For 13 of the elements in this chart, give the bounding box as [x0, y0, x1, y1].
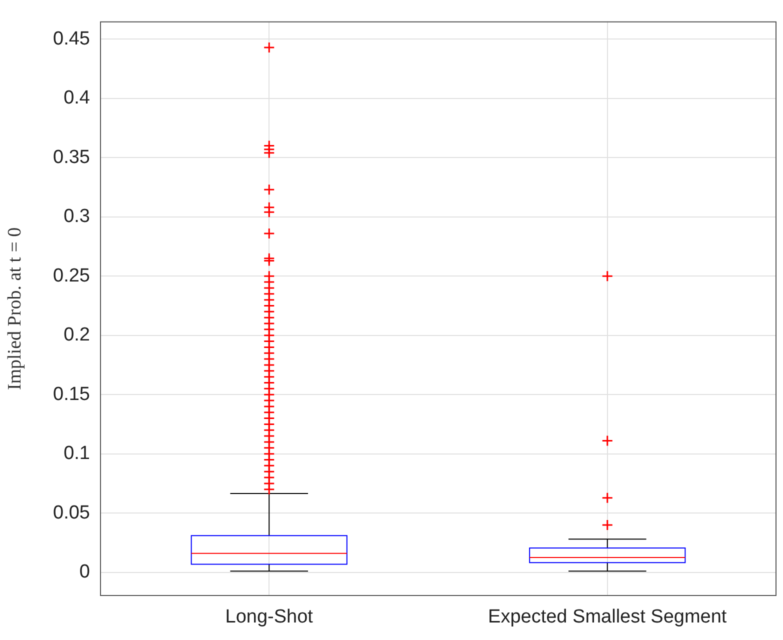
y-tick-label: 0.35: [53, 146, 90, 168]
y-tick-label: 0.25: [53, 265, 90, 286]
y-tick-label: 0.3: [64, 206, 90, 228]
x-tick-label: Long-Shot: [225, 606, 314, 628]
y-tick-label: 0.15: [53, 384, 90, 405]
y-tick-label: 0.4: [64, 88, 90, 109]
y-tick-label: 0.2: [64, 324, 90, 346]
y-tick-label: 0.05: [53, 502, 90, 524]
y-axis-title: Implied Prob. at t = 0: [4, 227, 26, 390]
y-tick-label: 0: [79, 562, 90, 583]
y-tick-label: 0.1: [64, 443, 90, 464]
x-tick-label: Expected Smallest Segment: [488, 606, 728, 628]
y-tick-label: 0.45: [53, 28, 90, 50]
